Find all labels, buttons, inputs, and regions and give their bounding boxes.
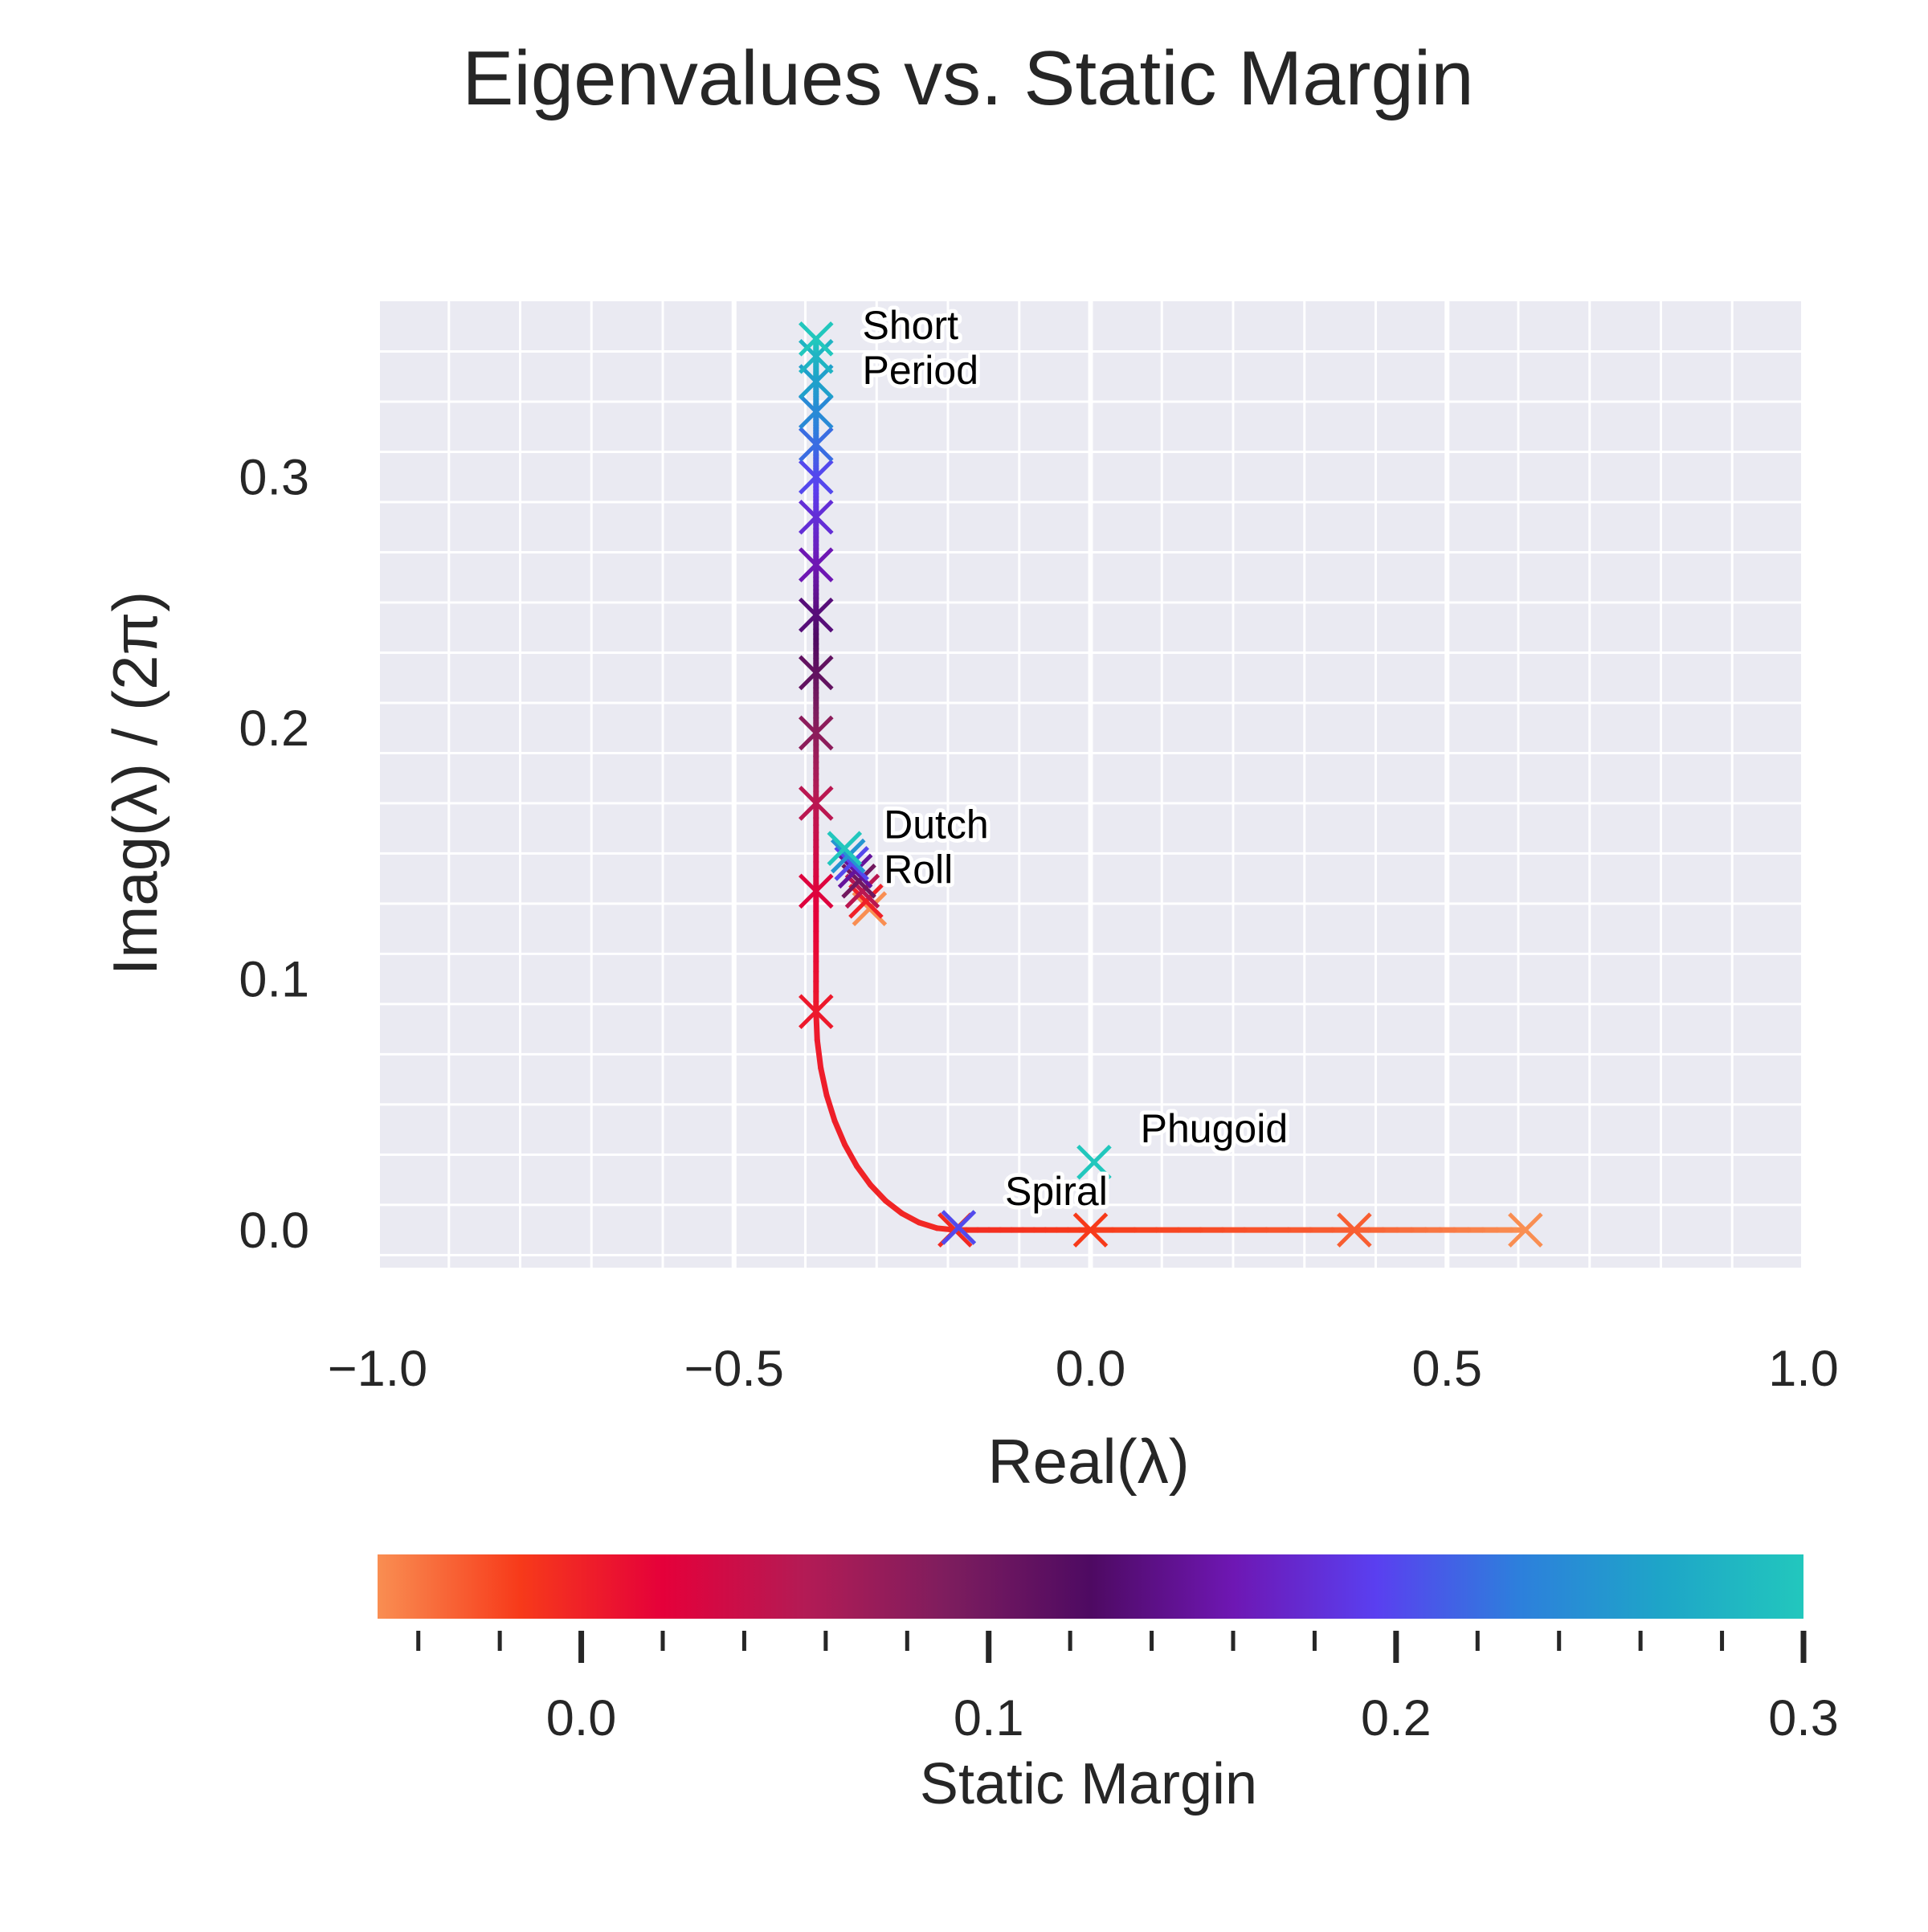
annotation-short-period: Short: [863, 303, 959, 348]
marker-stroke: [799, 994, 834, 1030]
locus-line-segment: [882, 1198, 905, 1216]
colorbar-label: Static Margin: [920, 1752, 1257, 1816]
colorbar-tick-label: 0.2: [1361, 1690, 1432, 1746]
marker-stroke: [1337, 1212, 1372, 1248]
marker-stroke: [852, 891, 888, 926]
colorbar-tick-label: 0.1: [954, 1690, 1024, 1746]
locus-line-segment: [814, 1037, 824, 1072]
locus-line-segment: [842, 1142, 860, 1170]
x-tick-label: 0.5: [1411, 1341, 1482, 1397]
marker-stroke: [799, 547, 834, 582]
marker-short-period-locus: [799, 364, 834, 399]
locus-line-segment: [813, 1008, 820, 1044]
marker-stroke: [941, 1210, 977, 1245]
annotation-phugoid: Phugoid: [1141, 1106, 1289, 1151]
marker-stroke: [848, 884, 884, 919]
y-axis-label: Imag(λ) / (2π): [100, 591, 170, 976]
marker-short-period-locus: [799, 394, 834, 430]
marker-stroke: [799, 321, 834, 357]
locus-line-segment: [831, 1117, 848, 1148]
colorbar-tick-label: 0.0: [546, 1690, 617, 1746]
marker-stroke: [799, 427, 834, 462]
annotation-short-period: Period: [863, 348, 979, 393]
marker-stroke: [1072, 1212, 1109, 1248]
marker-stroke: [799, 499, 834, 535]
locus-line-segment: [818, 1065, 830, 1098]
colorbar-gradient: [378, 1554, 1803, 1619]
marker-stroke: [799, 394, 834, 430]
marker-short-period-locus: [799, 547, 834, 582]
marker-short-period-locus: [799, 786, 834, 821]
x-tick-label: −1.0: [328, 1341, 427, 1397]
chart-title: Eigenvalues vs. Static Margin: [462, 35, 1473, 121]
x-tick-label: 0.0: [1056, 1341, 1126, 1397]
marker-stroke: [799, 715, 834, 751]
marker-stroke: [799, 655, 834, 691]
marker-stroke: [827, 831, 863, 866]
marker-dutch-roll: [852, 891, 888, 926]
marker-short-period-locus: [1508, 1212, 1543, 1248]
marker-spiral: [941, 1210, 977, 1245]
marker-short-period-locus: [1072, 1212, 1109, 1248]
x-tick-label: −0.5: [684, 1341, 784, 1397]
colorbar: 0.0 0.1 0.2 0.3: [378, 1554, 1839, 1746]
marker-stroke: [837, 853, 873, 889]
grid: [375, 301, 1806, 1268]
marker-stroke: [844, 873, 880, 909]
x-tick-label: 1.0: [1768, 1341, 1839, 1397]
marker-short-period-locus: [799, 459, 834, 495]
locus-line-segment: [854, 1163, 874, 1188]
marker-stroke: [1508, 1212, 1543, 1248]
y-tick-label: 0.2: [239, 701, 309, 757]
marker-short-period-locus: [799, 499, 834, 535]
locus-line-segment: [899, 1210, 922, 1226]
marker-stroke: [830, 838, 866, 874]
y-tick-label: 0.0: [239, 1203, 309, 1259]
marker-stroke: [799, 459, 834, 495]
x-axis-label: Real(λ): [987, 1426, 1189, 1497]
y-tick-label: 0.1: [239, 952, 309, 1008]
marker-stroke: [799, 873, 834, 909]
marker-dutch-roll: [848, 884, 884, 919]
marker-dutch-roll: [830, 838, 866, 874]
locus-line-segment: [916, 1219, 940, 1231]
marker-short-period-locus: [799, 715, 834, 751]
marker-stroke: [799, 364, 834, 399]
marker-short-period-locus: [799, 597, 834, 633]
annotation-dutch-roll: Dutch: [884, 803, 989, 848]
marker-stroke: [799, 597, 834, 633]
marker-stroke: [841, 864, 876, 899]
marker-phugoid: [1076, 1144, 1112, 1180]
marker-stroke: [834, 846, 869, 881]
y-tick-label: 0.3: [239, 450, 309, 506]
marker-stroke: [799, 338, 834, 374]
marker-short-period-locus: [799, 338, 834, 374]
data-layer: [799, 321, 1543, 1248]
marker-stroke: [799, 786, 834, 821]
marker-dutch-roll: [827, 831, 863, 866]
annotation-spiral: Spiral: [1005, 1169, 1108, 1214]
marker-short-period-locus: [799, 873, 834, 909]
marker-dutch-roll: [841, 864, 876, 899]
annotation-dutch-roll: Roll: [884, 848, 953, 892]
locus-line-segment: [868, 1182, 888, 1204]
marker-short-period-locus: [799, 321, 834, 357]
marker-dutch-roll: [844, 873, 880, 909]
marker-short-period-locus: [799, 427, 834, 462]
marker-short-period-locus: [799, 994, 834, 1030]
locus-line-segment: [823, 1092, 838, 1124]
marker-stroke: [1076, 1144, 1112, 1180]
marker-short-period-locus: [799, 655, 834, 691]
tick-labels: −1.0 −0.5 0.0 0.5 1.0 0.0 0.1 0.2 0.3: [239, 450, 1838, 1397]
colorbar-tick-label: 0.3: [1768, 1690, 1839, 1746]
marker-short-period-locus: [1337, 1212, 1372, 1248]
